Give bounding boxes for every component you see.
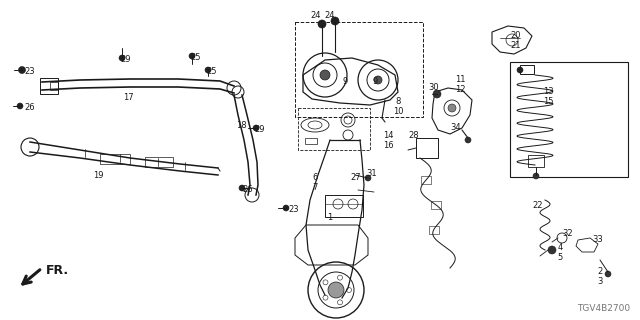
Text: 25: 25 [191, 53, 201, 62]
Circle shape [328, 282, 344, 298]
Text: 24: 24 [311, 12, 321, 20]
Bar [528, 155, 544, 167]
Text: 29: 29 [255, 125, 265, 134]
Circle shape [548, 246, 556, 254]
Text: 8: 8 [396, 98, 401, 107]
Text: 11: 11 [455, 76, 465, 84]
Circle shape [605, 271, 611, 277]
Bar [298, 108, 370, 150]
Text: 16: 16 [383, 141, 394, 150]
Text: 29: 29 [121, 55, 131, 65]
Text: 30: 30 [429, 84, 439, 92]
Circle shape [374, 76, 382, 84]
Text: 19: 19 [93, 172, 103, 180]
Circle shape [465, 137, 471, 143]
Text: 23: 23 [289, 205, 300, 214]
Text: 21: 21 [511, 42, 521, 51]
Bar [431, 201, 441, 209]
Bar [145, 157, 173, 167]
Circle shape [365, 175, 371, 181]
Circle shape [205, 67, 211, 73]
Text: 17: 17 [123, 93, 133, 102]
Text: FR.: FR. [46, 263, 69, 276]
Circle shape [239, 185, 245, 191]
Circle shape [337, 300, 342, 305]
Text: 2: 2 [597, 268, 603, 276]
Circle shape [331, 17, 339, 25]
Text: 12: 12 [455, 85, 465, 94]
Text: 4: 4 [557, 244, 563, 252]
Text: 24: 24 [324, 12, 335, 20]
Bar [325, 195, 363, 217]
Text: 32: 32 [563, 229, 573, 238]
Text: 3: 3 [597, 277, 603, 286]
Text: TGV4B2700: TGV4B2700 [577, 304, 630, 313]
Bar [416, 138, 438, 158]
Text: 26: 26 [243, 186, 253, 195]
Text: 15: 15 [543, 98, 553, 107]
Circle shape [119, 55, 125, 61]
Text: 7: 7 [312, 183, 317, 193]
Bar [50, 82, 58, 90]
Circle shape [533, 173, 539, 179]
Text: 22: 22 [532, 202, 543, 211]
Text: 31: 31 [367, 170, 378, 179]
Text: 5: 5 [557, 253, 563, 262]
Bar [429, 226, 438, 234]
Text: 6: 6 [312, 173, 317, 182]
Circle shape [448, 104, 456, 112]
Circle shape [283, 205, 289, 211]
Circle shape [433, 90, 441, 98]
Bar [100, 154, 130, 164]
Bar [510, 62, 628, 177]
Circle shape [253, 125, 259, 131]
Text: 9: 9 [372, 77, 378, 86]
Bar [40, 78, 58, 94]
Text: 10: 10 [393, 108, 403, 116]
Circle shape [337, 275, 342, 280]
Circle shape [19, 67, 26, 74]
Text: 14: 14 [383, 132, 393, 140]
Text: 1: 1 [328, 213, 333, 222]
Bar [305, 138, 317, 144]
Text: 33: 33 [593, 236, 604, 244]
Text: 20: 20 [511, 31, 521, 41]
Circle shape [189, 53, 195, 59]
Circle shape [320, 70, 330, 80]
Bar [421, 176, 431, 184]
Text: 18: 18 [236, 122, 246, 131]
Text: 26: 26 [25, 103, 35, 113]
Text: 28: 28 [409, 132, 419, 140]
Circle shape [346, 287, 351, 292]
Bar [295, 22, 423, 117]
Circle shape [17, 103, 23, 109]
Circle shape [323, 280, 328, 285]
Circle shape [323, 295, 328, 300]
Circle shape [517, 67, 523, 73]
Circle shape [318, 20, 326, 28]
Text: 27: 27 [351, 173, 362, 182]
Text: 34: 34 [451, 124, 461, 132]
Text: 25: 25 [207, 68, 217, 76]
Text: 13: 13 [543, 87, 554, 97]
Text: 9: 9 [342, 77, 348, 86]
Text: 23: 23 [25, 68, 35, 76]
